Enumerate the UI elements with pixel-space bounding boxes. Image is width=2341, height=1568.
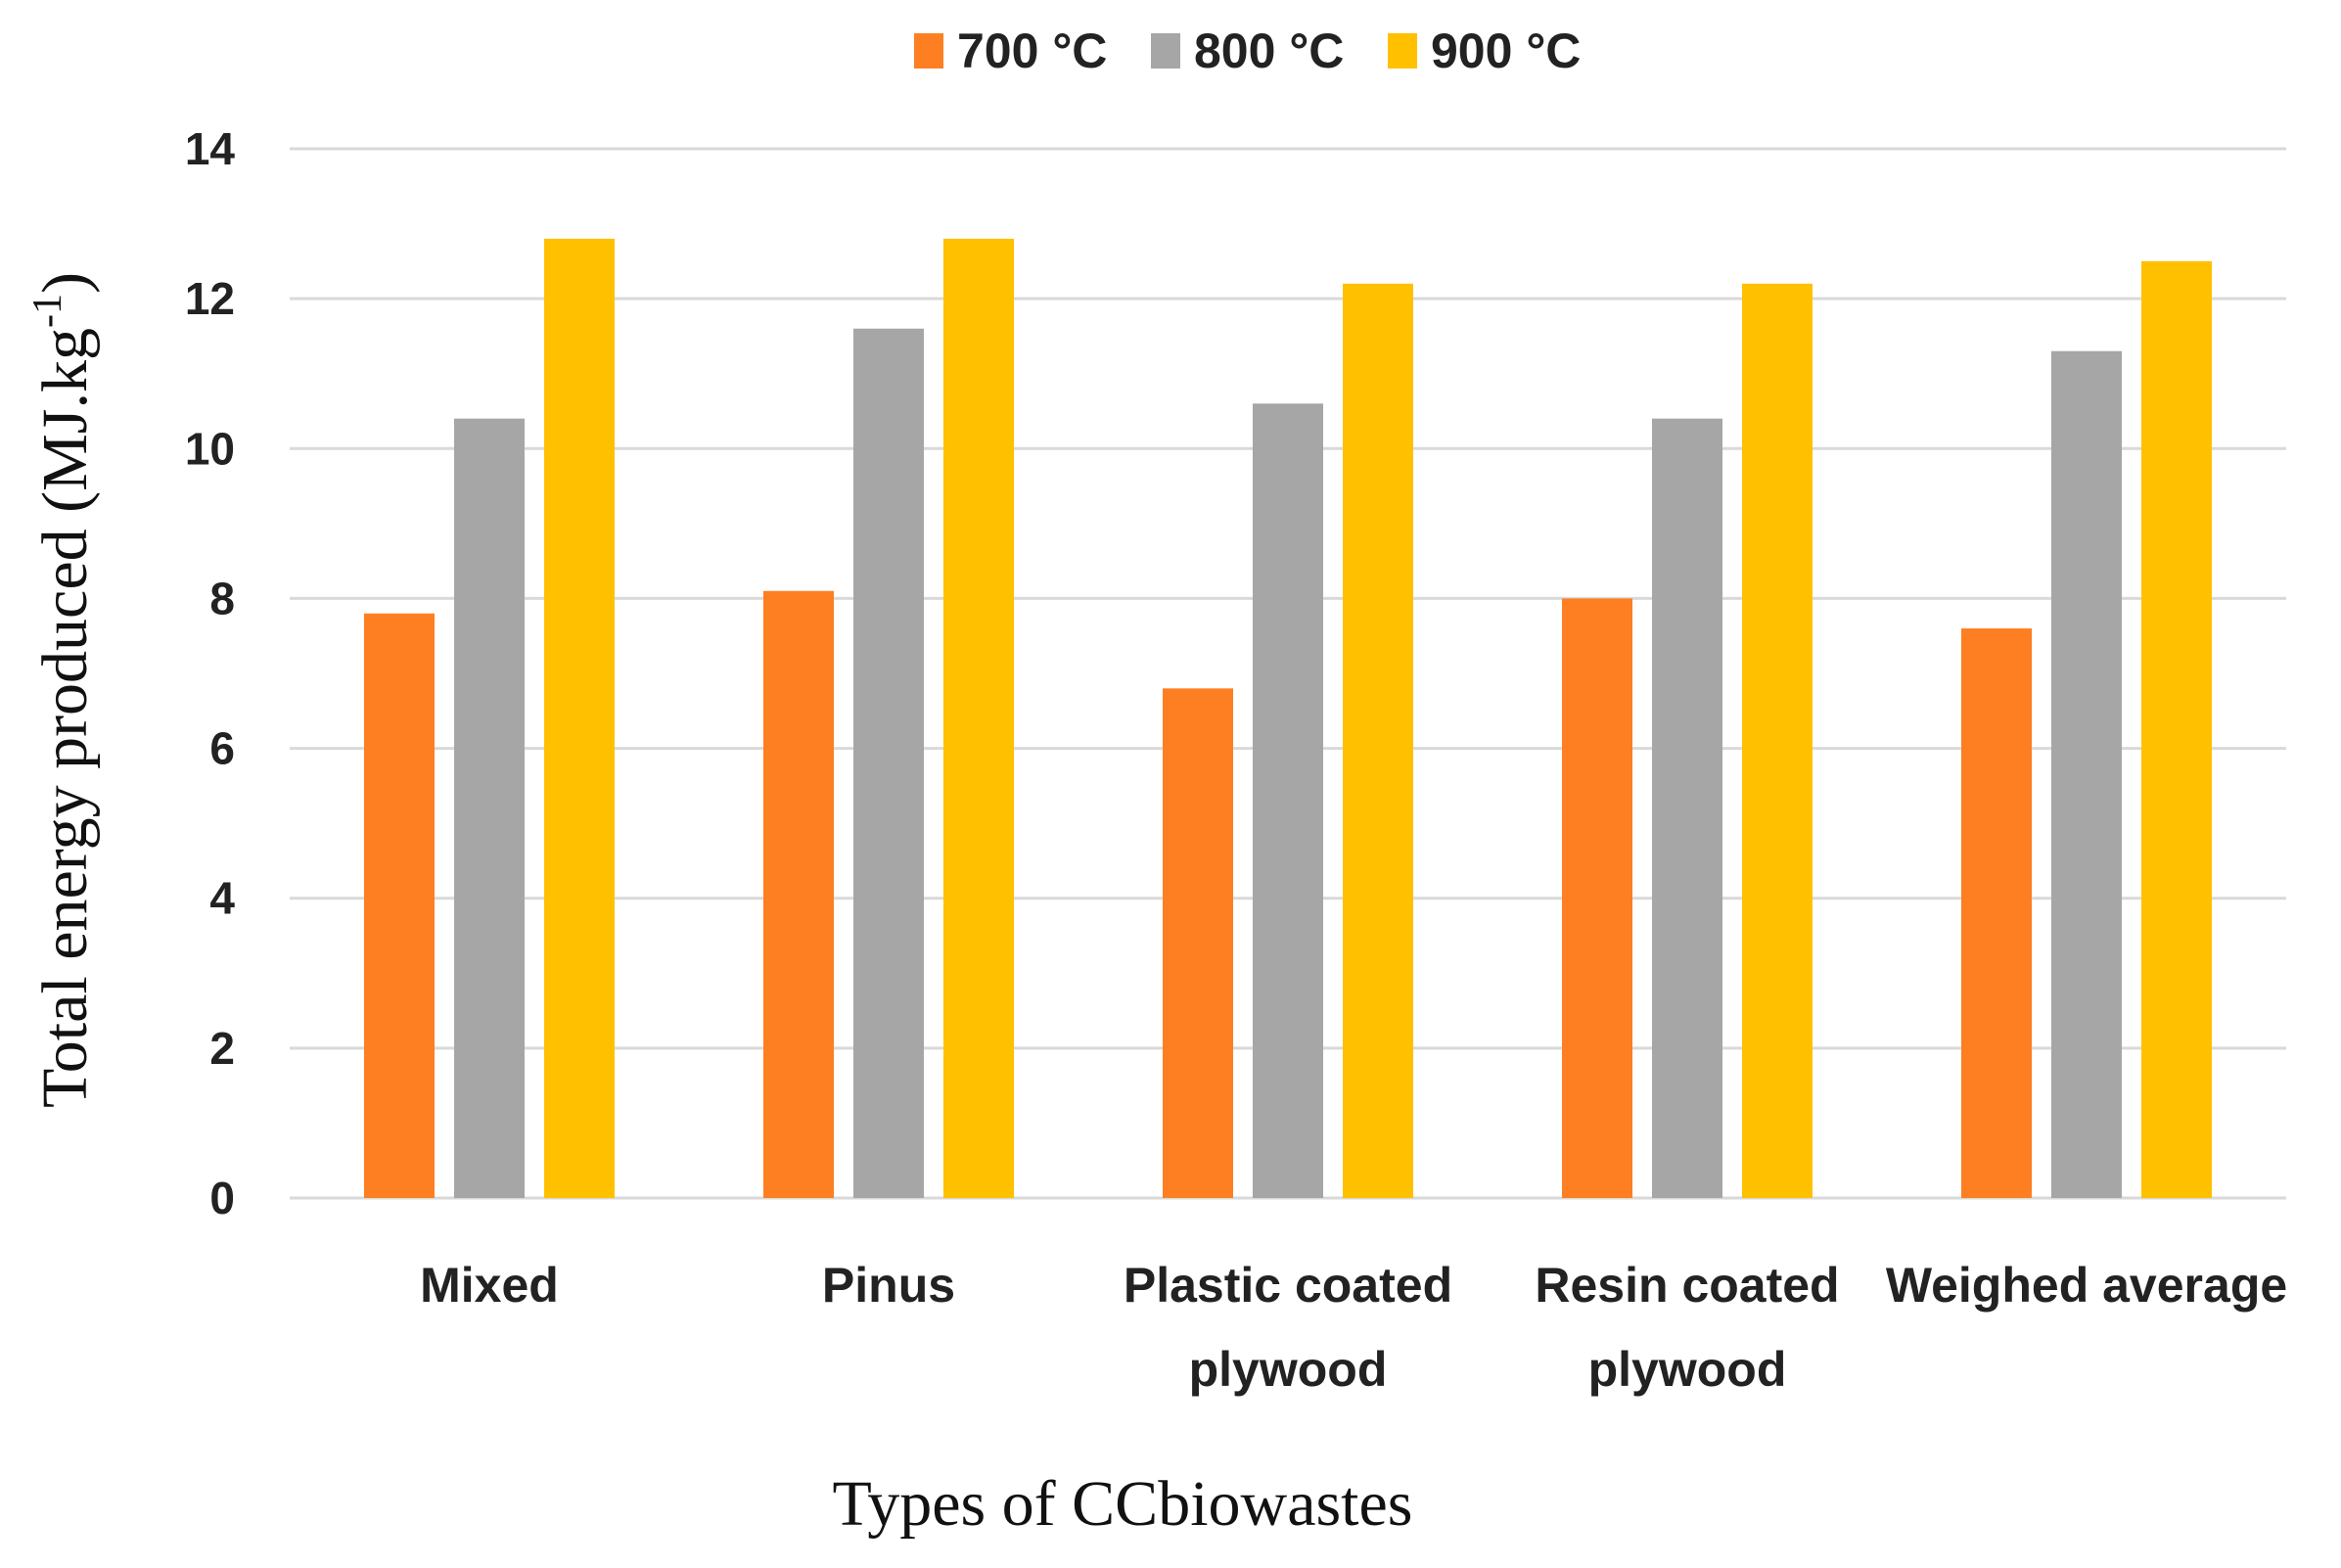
y-tick-label: 8	[209, 573, 235, 623]
y-tick-label: 0	[209, 1173, 235, 1223]
bar	[1253, 403, 1323, 1198]
y-tick-label: 2	[209, 1023, 235, 1074]
legend-label: 800 °C	[1194, 23, 1344, 78]
y-axis-title-superscript: -1	[25, 294, 70, 328]
legend: 700 °C 800 °C 900 °C	[914, 23, 1581, 78]
y-tick-label: 6	[209, 723, 235, 774]
legend-swatch	[1151, 33, 1180, 69]
y-axis-title: Total energy produced (MJ.kg-1)	[25, 272, 101, 1108]
bar	[364, 613, 435, 1198]
x-axis-title: Types of CCbiowastes	[832, 1468, 1412, 1540]
y-tick-label: 12	[185, 273, 235, 324]
bar	[763, 590, 834, 1198]
bar	[2051, 350, 2122, 1198]
bar	[1163, 688, 1233, 1198]
y-tick-label: 4	[209, 873, 235, 924]
x-category-label: Mixed	[420, 1258, 559, 1313]
bar	[1961, 628, 2032, 1198]
legend-label: 900 °C	[1431, 23, 1581, 78]
y-axis-title-main: Total energy produced (MJ.kg	[29, 328, 101, 1108]
legend-label: 700 °C	[957, 23, 1107, 78]
x-category-label: Weighed average	[1886, 1258, 2287, 1313]
x-category-label: Resin coated	[1535, 1258, 1839, 1313]
bar	[853, 328, 924, 1198]
y-axis-title-end: )	[29, 272, 101, 294]
x-axis-categories: Mixed Pinus Plastic coated plywood Resin coa…	[420, 1258, 2287, 1397]
x-category-label: plywood	[1189, 1342, 1388, 1397]
y-axis-ticks: 0 2 4 6 8 10 12 14	[185, 123, 236, 1223]
bar	[544, 238, 615, 1198]
bar	[2141, 260, 2212, 1198]
legend-swatch	[1388, 33, 1417, 69]
bar	[1343, 283, 1413, 1198]
bars	[364, 238, 2212, 1199]
x-category-label: plywood	[1588, 1342, 1787, 1397]
y-tick-label: 14	[185, 123, 236, 174]
bar	[1742, 283, 1813, 1198]
bar	[943, 238, 1014, 1198]
bar	[1562, 598, 1632, 1198]
legend-swatch	[914, 33, 943, 69]
x-category-label: Plastic coated	[1124, 1258, 1452, 1313]
y-tick-label: 10	[185, 423, 235, 474]
bar	[1652, 418, 1722, 1199]
bar	[454, 418, 525, 1199]
x-category-label: Pinus	[822, 1258, 955, 1313]
